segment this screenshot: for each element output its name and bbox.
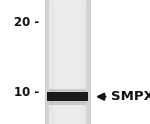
Text: 20 -: 20 - [14, 16, 39, 29]
Bar [49, 0, 86, 124]
Text: 10 -: 10 - [14, 87, 39, 99]
Text: SMPX: SMPX [111, 90, 150, 103]
Bar [49, 89, 86, 105]
Bar [47, 92, 88, 101]
Bar [45, 0, 90, 124]
Bar [54, 0, 81, 124]
